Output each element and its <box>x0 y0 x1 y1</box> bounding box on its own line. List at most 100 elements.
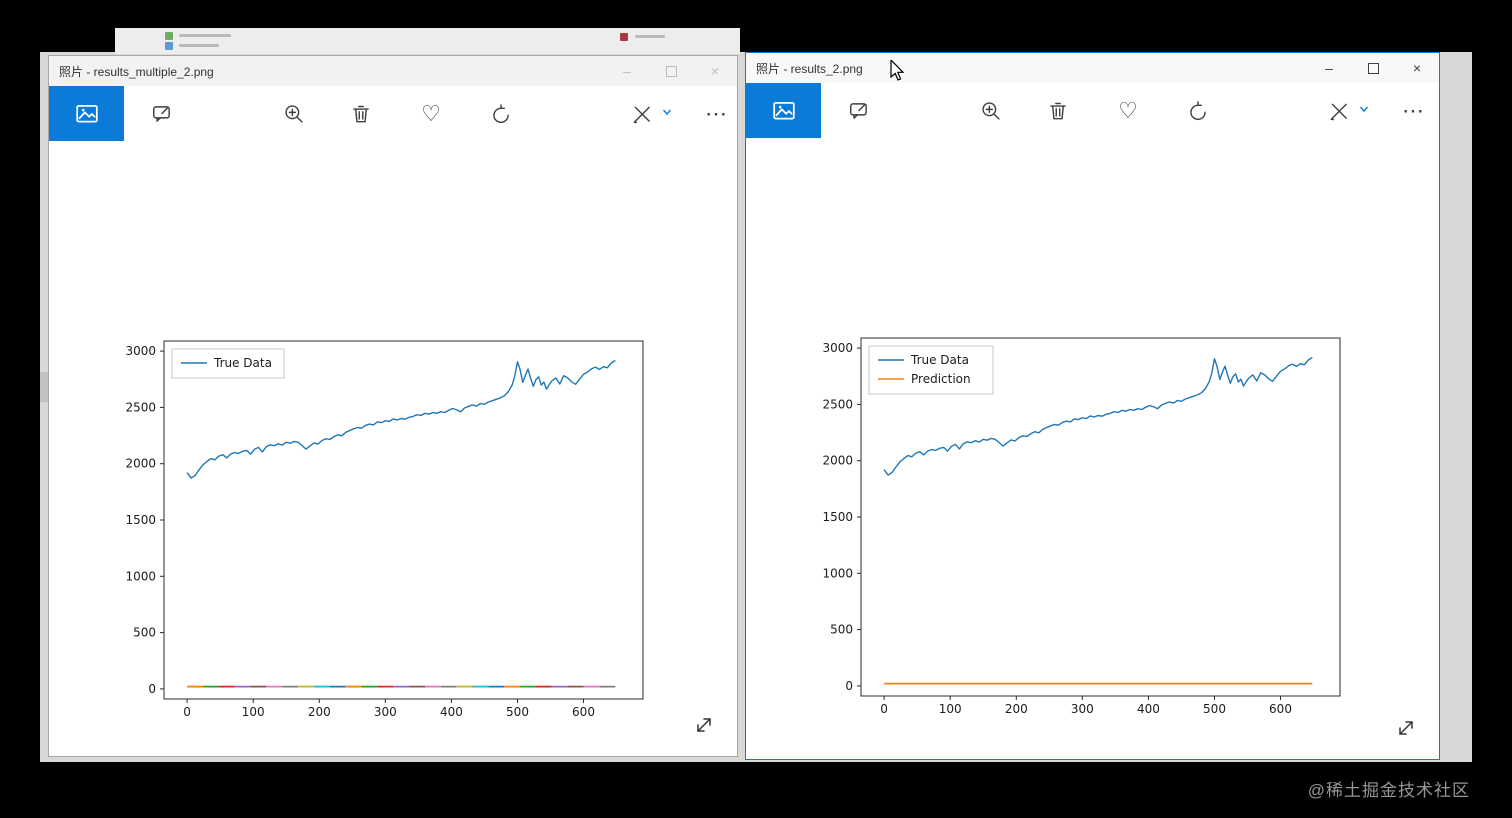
svg-text:200: 200 <box>1005 702 1028 716</box>
see-all-photos-button[interactable] <box>49 86 124 141</box>
zoom-icon <box>982 102 1000 120</box>
heart-icon: ♡ <box>421 101 441 126</box>
svg-text:2500: 2500 <box>125 400 156 414</box>
svg-text:2000: 2000 <box>822 454 853 468</box>
favorite-button[interactable]: ♡ <box>407 90 455 138</box>
window-title: 照片 - results_2.png <box>756 61 863 76</box>
comment-icon <box>850 103 867 119</box>
chart-image: 0 100 200 300 400 500 600 0 500 1000 1500 2000 2500 3… <box>125 340 644 719</box>
comment-button[interactable] <box>835 87 883 135</box>
more-button[interactable]: ⋯ <box>692 90 740 138</box>
watermark: @稀土掘金技术社区 <box>1307 781 1470 800</box>
file-icon <box>620 33 628 41</box>
svg-text:500: 500 <box>506 705 529 719</box>
background-window-sliver <box>115 28 740 54</box>
edit-icon <box>633 106 650 124</box>
comment-button[interactable] <box>138 90 186 138</box>
svg-text:100: 100 <box>242 705 265 719</box>
minimize-icon: – <box>1325 60 1333 76</box>
svg-text:2000: 2000 <box>125 457 156 471</box>
close-button[interactable]: × <box>1395 53 1439 83</box>
file-label <box>179 34 231 37</box>
minimize-button[interactable]: – <box>1307 53 1351 83</box>
svg-text:0: 0 <box>845 679 853 693</box>
background-artifact <box>40 372 49 402</box>
svg-text:500: 500 <box>830 623 853 637</box>
svg-text:500: 500 <box>133 626 156 640</box>
rotate-icon <box>493 104 509 124</box>
svg-text:1500: 1500 <box>822 510 853 524</box>
svg-text:100: 100 <box>939 702 962 716</box>
file-icon <box>165 42 173 50</box>
svg-text:300: 300 <box>374 705 397 719</box>
svg-text:0: 0 <box>183 705 191 719</box>
maximize-button[interactable] <box>1351 53 1395 83</box>
svg-text:500: 500 <box>1203 702 1226 716</box>
svg-text:3000: 3000 <box>822 341 853 355</box>
maximize-icon <box>665 65 677 77</box>
titlebar[interactable]: 照片 - results_2.png – × <box>746 53 1439 83</box>
comment-icon <box>153 106 170 122</box>
maximize-button[interactable] <box>649 56 693 86</box>
svg-text:2500: 2500 <box>822 397 853 411</box>
svg-text:True Data: True Data <box>213 356 272 370</box>
fullscreen-button[interactable] <box>693 714 715 736</box>
maximize-icon <box>1367 62 1379 74</box>
svg-text:0: 0 <box>148 682 156 696</box>
edit-create-button[interactable] <box>1315 87 1363 135</box>
close-icon: × <box>1412 60 1422 76</box>
photos-icon <box>75 104 98 123</box>
see-all-photos-button[interactable] <box>746 83 821 138</box>
edit-create-dropdown[interactable] <box>659 104 675 120</box>
rotate-button[interactable] <box>477 90 525 138</box>
fullscreen-button[interactable] <box>1395 717 1417 739</box>
svg-text:400: 400 <box>440 705 463 719</box>
toolbar: ♡ ⋯ <box>746 83 1439 138</box>
file-label <box>635 35 665 38</box>
svg-text:400: 400 <box>1137 702 1160 716</box>
zoom-icon <box>285 105 303 123</box>
svg-text:3000: 3000 <box>125 344 156 358</box>
expand-icon <box>1399 721 1413 735</box>
chart-image: 0 100 200 300 400 500 600 0 500 1000 1500 2000 2500 3… <box>822 337 1341 716</box>
delete-button[interactable] <box>1034 87 1082 135</box>
trash-icon <box>1050 102 1066 120</box>
photos-window-right: 照片 - results_2.png – × <box>745 52 1440 760</box>
svg-text:600: 600 <box>1269 702 1292 716</box>
heart-icon: ♡ <box>1118 98 1138 123</box>
edit-create-button[interactable] <box>618 90 666 138</box>
zoom-button[interactable] <box>967 87 1015 135</box>
rotate-button[interactable] <box>1174 87 1222 135</box>
edit-icon <box>1330 103 1347 121</box>
svg-text:True Data: True Data <box>910 353 969 367</box>
chevron-down-icon <box>662 109 672 116</box>
delete-button[interactable] <box>337 90 385 138</box>
svg-text:300: 300 <box>1071 702 1094 716</box>
titlebar[interactable]: 照片 - results_multiple_2.png – × <box>49 56 737 86</box>
file-icon <box>165 32 173 40</box>
svg-text:0: 0 <box>880 702 888 716</box>
favorite-button[interactable]: ♡ <box>1104 87 1152 135</box>
svg-text:200: 200 <box>308 705 331 719</box>
letterbox-bar: @稀土掘金技术社区 <box>0 762 1512 818</box>
svg-text:Prediction: Prediction <box>911 372 971 386</box>
svg-text:600: 600 <box>572 705 595 719</box>
photos-icon <box>772 101 795 120</box>
toolbar: ♡ ⋯ <box>49 86 737 141</box>
svg-text:1000: 1000 <box>125 569 156 583</box>
expand-icon <box>697 718 711 732</box>
close-button[interactable]: × <box>693 56 737 86</box>
close-icon: × <box>710 63 720 79</box>
more-button[interactable]: ⋯ <box>1389 87 1437 135</box>
zoom-button[interactable] <box>270 90 318 138</box>
rotate-icon <box>1190 101 1206 121</box>
edit-create-dropdown[interactable] <box>1356 101 1372 117</box>
trash-icon <box>353 105 369 123</box>
minimize-button[interactable]: – <box>605 56 649 86</box>
svg-text:1000: 1000 <box>822 566 853 580</box>
ellipsis-icon: ⋯ <box>705 101 727 126</box>
minimize-icon: – <box>623 63 631 79</box>
ellipsis-icon: ⋯ <box>1402 98 1424 123</box>
chevron-down-icon <box>1359 106 1369 113</box>
file-label <box>179 44 219 47</box>
